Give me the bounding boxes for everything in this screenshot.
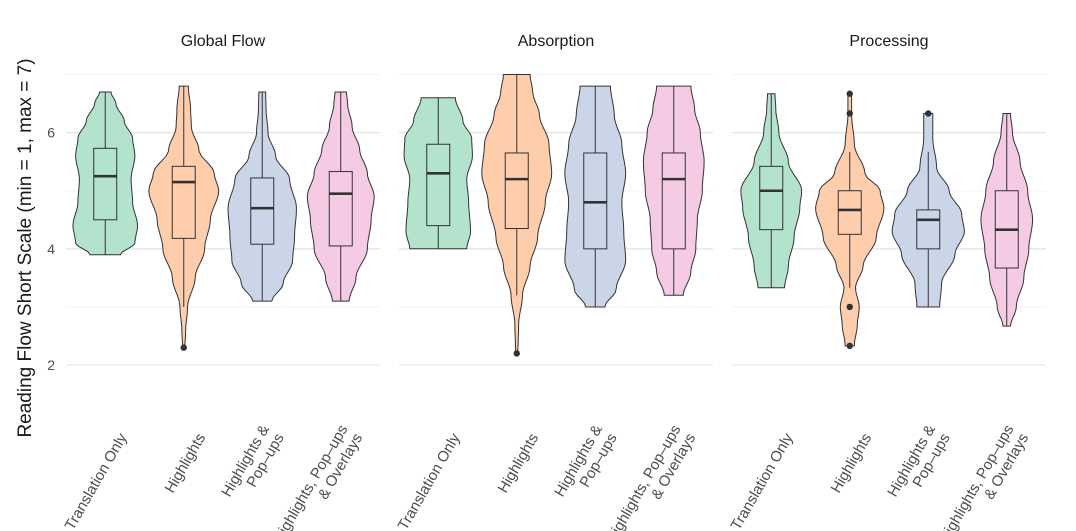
violin-shape [642, 85, 705, 296]
y-tick-label: 6 [47, 125, 55, 141]
x-category-label-line: Highlights [162, 431, 210, 497]
box-iqr [250, 177, 275, 245]
violin-group [642, 85, 705, 296]
x-category-label-line: Translation Only [62, 430, 131, 531]
x-category-label: Highlights [828, 431, 876, 497]
violin-shape [980, 113, 1034, 327]
violin-group [564, 85, 627, 308]
x-category-label: Translation Only [395, 430, 464, 531]
violin-group [403, 97, 473, 250]
box-iqr [426, 143, 451, 227]
x-category-label-line: Translation Only [728, 430, 797, 531]
violin-shape [564, 85, 627, 308]
box-iqr [759, 165, 784, 231]
x-category-label: Translation Only [728, 430, 797, 531]
x-category-label: Highlights [495, 431, 543, 497]
violin-group [481, 74, 553, 357]
x-category-label: Translation Only [62, 430, 131, 531]
box-iqr [93, 147, 118, 221]
box-iqr [837, 190, 862, 235]
outlier-point [846, 342, 853, 350]
x-category-label: Highlights &Pop–ups [884, 422, 953, 508]
violin-group [72, 91, 138, 256]
box-iqr [504, 152, 529, 230]
x-category-label-line: Highlights [495, 431, 543, 497]
box-iqr [916, 209, 941, 250]
violin-shape [481, 74, 553, 354]
violin-group [148, 85, 220, 351]
outlier-point [846, 110, 853, 117]
outlier-point [513, 350, 520, 357]
x-category-label: Highlights &Pop–ups [218, 422, 287, 508]
facet-title: Processing [849, 33, 928, 50]
box-iqr [328, 171, 353, 247]
outlier-point [925, 110, 932, 117]
y-tick-label: 4 [47, 241, 55, 257]
box-iqr [661, 152, 686, 250]
violin-group [740, 93, 803, 289]
violin-group [227, 91, 297, 302]
outlier-point [180, 344, 187, 351]
violin-group [891, 110, 965, 308]
x-category-label-line: Translation Only [395, 430, 464, 531]
violin-shape [72, 91, 138, 256]
facet-title: Absorption [518, 33, 595, 50]
box-iqr [171, 165, 196, 239]
violin-group [980, 113, 1034, 327]
violin-shape [227, 91, 297, 302]
outlier-point [846, 303, 853, 311]
box-iqr [583, 152, 608, 250]
violin-group [815, 90, 885, 350]
y-axis-label: Reading Flow Short Scale (min = 1, max =… [15, 58, 36, 437]
violin-shape [306, 91, 375, 302]
violin-shape [148, 85, 220, 349]
x-category-label-line: Highlights [828, 431, 876, 497]
x-category-label: Highlights &Pop–ups [551, 422, 620, 508]
y-tick-label: 2 [47, 357, 55, 373]
facet-title: Global Flow [181, 33, 266, 50]
outlier-point [846, 90, 853, 97]
x-category-label: Highlights [162, 431, 210, 497]
violin-group [306, 91, 375, 302]
violins [72, 74, 1034, 357]
